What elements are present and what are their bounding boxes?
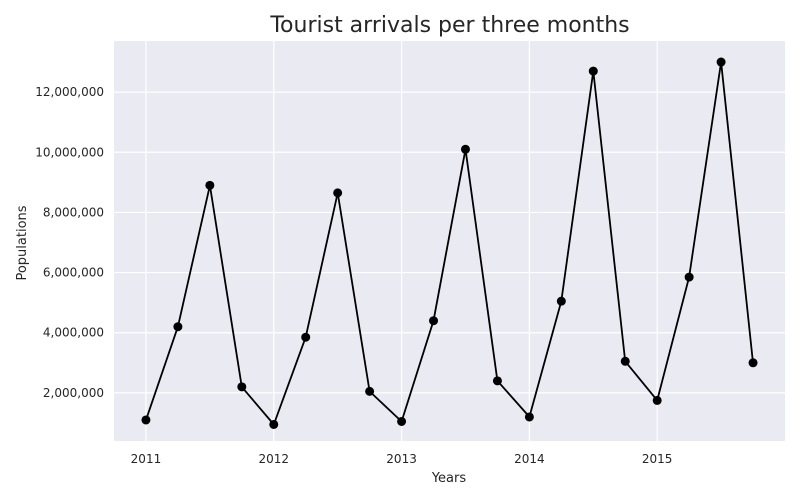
- series-line: [145, 61, 754, 426]
- y-tick-label: 10,000,000: [35, 145, 104, 159]
- data-point: [333, 188, 343, 198]
- data-point: [237, 382, 247, 392]
- data-point: [301, 332, 311, 342]
- x-tick-label: 2011: [131, 452, 162, 466]
- y-tick-label: 2,000,000: [43, 386, 104, 400]
- x-tick-label: 2013: [386, 452, 417, 466]
- x-tick-labels: 2011 2012 2013 2014 2015: [131, 452, 673, 466]
- data-point: [173, 322, 183, 332]
- data-point: [141, 415, 151, 425]
- y-tick-label: 12,000,000: [35, 85, 104, 99]
- plot-background: [114, 41, 785, 441]
- data-point: [652, 395, 662, 405]
- y-tick-label: 6,000,000: [43, 266, 104, 280]
- y-axis-label: Populations: [15, 205, 30, 280]
- data-point: [588, 66, 598, 76]
- y-tick-label: 4,000,000: [43, 326, 104, 340]
- data-point: [397, 416, 407, 426]
- data-point: [748, 358, 758, 368]
- x-axis-label: Years: [431, 471, 467, 486]
- y-tick-label: 8,000,000: [43, 205, 104, 219]
- x-tick-label: 2012: [258, 452, 289, 466]
- data-point: [365, 386, 375, 396]
- data-point: [205, 180, 215, 190]
- data-point: [429, 316, 439, 326]
- data-point: [620, 356, 630, 366]
- x-grid: [145, 41, 658, 441]
- data-point: [716, 57, 726, 67]
- x-tick-label: 2014: [514, 452, 545, 466]
- data-point: [524, 412, 534, 422]
- series-layer: [141, 57, 758, 429]
- data-point: [556, 296, 566, 306]
- chart-title: Tourist arrivals per three months: [269, 13, 629, 38]
- y-grid: [114, 91, 785, 394]
- data-point: [269, 419, 279, 429]
- y-tick-labels: 2,000,000 4,000,000 6,000,000 8,000,000 10,0…: [35, 85, 104, 400]
- x-tick-label: 2015: [642, 452, 673, 466]
- data-point: [492, 376, 502, 386]
- data-point: [684, 272, 694, 282]
- data-point: [460, 144, 470, 154]
